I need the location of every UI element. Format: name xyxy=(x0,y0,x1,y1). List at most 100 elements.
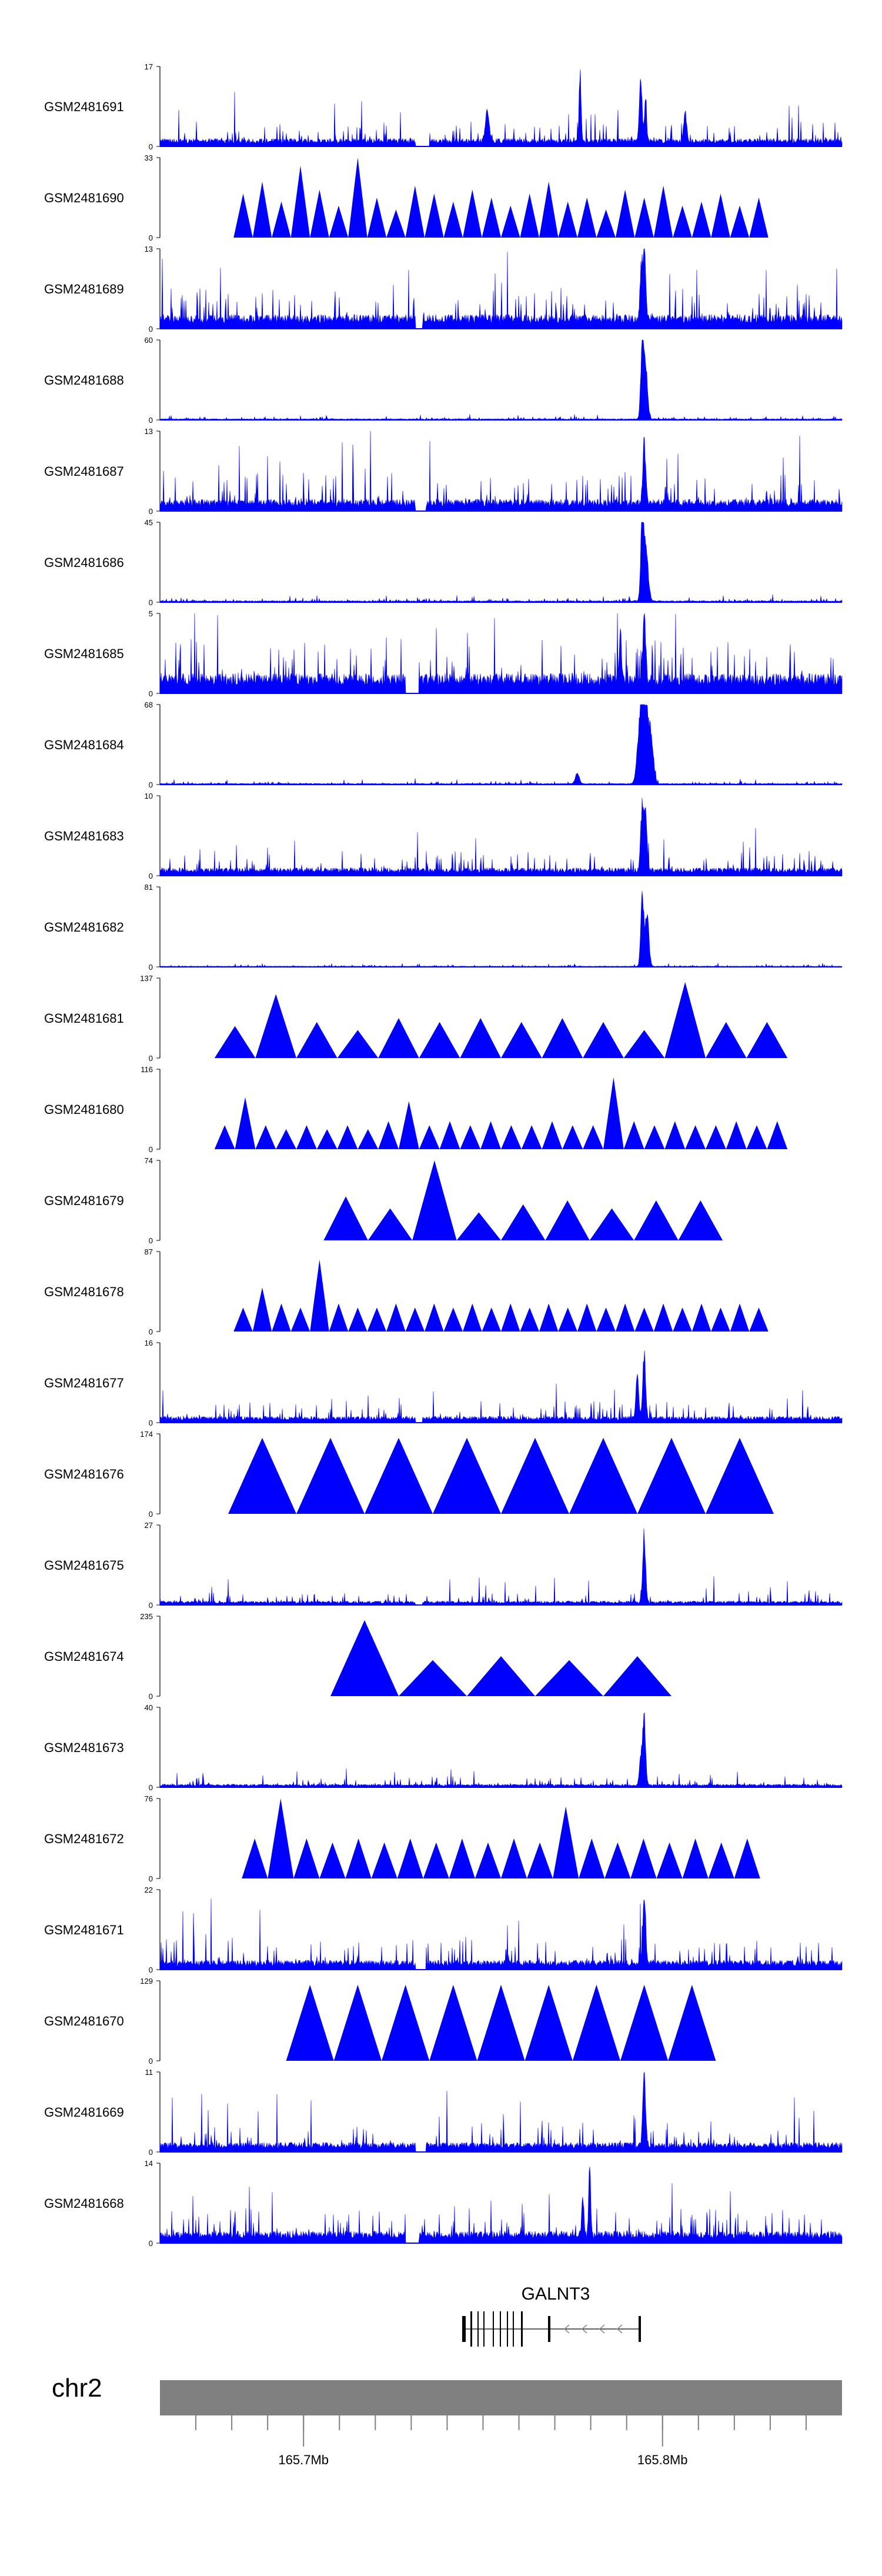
y-axis-min-label: 0 xyxy=(149,1966,153,1974)
signal-peak xyxy=(634,198,654,238)
signal-peak xyxy=(348,158,368,238)
signal-peak xyxy=(319,1842,346,1878)
y-axis-max-label: 116 xyxy=(141,1065,153,1074)
signal-peak xyxy=(653,185,673,238)
track-label: GSM2481674 xyxy=(44,1649,124,1664)
y-axis-max-label: 10 xyxy=(145,792,153,800)
chromosome-label: chr2 xyxy=(52,2374,102,2403)
signal-peak xyxy=(685,1125,706,1149)
y-axis-max-label: 60 xyxy=(145,336,153,345)
track-GSM2481686: GSM2481686 45 0 xyxy=(44,518,843,607)
signal-peak xyxy=(603,1077,624,1149)
signal-peak xyxy=(386,1303,406,1332)
track-label: GSM2481682 xyxy=(44,920,124,935)
track-label: GSM2481684 xyxy=(44,738,124,752)
signal-peak xyxy=(463,1303,482,1332)
track-label: GSM2481687 xyxy=(44,464,124,479)
track-GSM2481691: GSM2481691 17 0 xyxy=(44,62,843,151)
track-GSM2481683: GSM2481683 10 0 xyxy=(44,792,843,880)
signal-peak xyxy=(539,1303,559,1332)
signal-peak xyxy=(746,1125,767,1149)
signal-peak xyxy=(569,1437,637,1514)
signal-peak xyxy=(630,1838,657,1878)
signal-peak xyxy=(583,1125,603,1149)
signal-peak xyxy=(397,1838,423,1878)
signal-peak xyxy=(501,1125,522,1149)
track-GSM2481684: GSM2481684 68 0 xyxy=(44,700,843,789)
signal-peak xyxy=(615,189,635,238)
signal-peak xyxy=(329,1303,349,1332)
signal-peak xyxy=(214,1026,256,1058)
y-axis-min-label: 0 xyxy=(149,1692,153,1701)
signal-peak xyxy=(706,1437,774,1514)
y-axis-min-label: 0 xyxy=(149,2148,153,2157)
signal-peak xyxy=(268,1798,294,1878)
signal-peak xyxy=(286,1984,334,2061)
signal-peak xyxy=(553,1806,579,1878)
y-axis-max-label: 45 xyxy=(145,518,153,527)
y-axis-min-label: 0 xyxy=(149,1419,153,1427)
track-GSM2481689: GSM2481689 13 0 xyxy=(44,245,843,333)
y-axis-min-label: 0 xyxy=(149,598,153,607)
track-label: GSM2481671 xyxy=(44,1923,124,1937)
signal-peak xyxy=(746,1022,788,1058)
signal-peak xyxy=(644,1125,665,1149)
signal-peak xyxy=(333,1984,382,2061)
gene-exon xyxy=(548,2316,550,2342)
signal-peak xyxy=(673,1307,692,1332)
signal-peak xyxy=(620,1984,669,2061)
signal-peak xyxy=(706,1125,726,1149)
signal-peak xyxy=(501,1437,569,1514)
signal-peak xyxy=(482,198,501,238)
y-axis-min-label: 0 xyxy=(149,1510,153,1519)
signal-peak xyxy=(252,181,272,238)
signal-peak xyxy=(365,1437,433,1514)
signal-area xyxy=(159,431,843,512)
signal-peak xyxy=(242,1838,268,1878)
signal-peak xyxy=(405,1307,425,1332)
track-GSM2481680: GSM2481680 116 0 xyxy=(44,1065,788,1154)
signal-peak xyxy=(296,1437,365,1514)
track-GSM2481681: GSM2481681 137 0 xyxy=(44,974,788,1063)
signal-peak xyxy=(706,1022,747,1058)
y-axis-max-label: 13 xyxy=(145,427,153,436)
signal-peak xyxy=(501,1303,520,1332)
y-axis-max-label: 137 xyxy=(140,974,153,983)
signal-peak xyxy=(429,1984,477,2061)
signal-peak xyxy=(467,1656,535,1696)
signal-area xyxy=(159,613,843,694)
signal-peak xyxy=(678,1200,723,1240)
signal-peak xyxy=(726,1121,747,1149)
signal-peak xyxy=(520,1307,539,1332)
signal-peak xyxy=(524,1984,573,2061)
track-GSM2481690: GSM2481690 33 0 xyxy=(44,154,769,242)
y-axis-max-label: 5 xyxy=(149,609,153,618)
signal-peak xyxy=(734,1838,760,1878)
signal-peak xyxy=(749,198,769,238)
y-axis-max-label: 27 xyxy=(145,1521,153,1530)
track-label: GSM2481670 xyxy=(44,2014,124,2028)
signal-peak xyxy=(475,1842,501,1878)
signal-peak xyxy=(371,1842,397,1878)
strand-arrow xyxy=(581,2324,587,2334)
signal-peak xyxy=(596,1307,616,1332)
y-axis-max-label: 129 xyxy=(140,1977,153,1986)
signal-peak xyxy=(378,1121,399,1149)
signal-peak xyxy=(673,205,692,238)
signal-peak xyxy=(480,1121,501,1149)
signal-peak xyxy=(252,1287,272,1332)
y-axis-max-label: 74 xyxy=(145,1156,153,1165)
signal-area xyxy=(159,2167,843,2244)
y-axis-min-label: 0 xyxy=(149,1601,153,1610)
signal-peak xyxy=(691,201,711,238)
signal-peak xyxy=(412,1160,457,1240)
signal-area xyxy=(159,1528,843,1606)
signal-peak xyxy=(767,1121,788,1149)
signal-peak xyxy=(603,1656,671,1696)
track-GSM2481685: GSM2481685 5 0 xyxy=(44,609,843,698)
signal-area xyxy=(159,522,843,603)
signal-peak xyxy=(664,982,706,1058)
signal-peak xyxy=(634,1307,654,1332)
signal-peak xyxy=(399,1660,467,1696)
